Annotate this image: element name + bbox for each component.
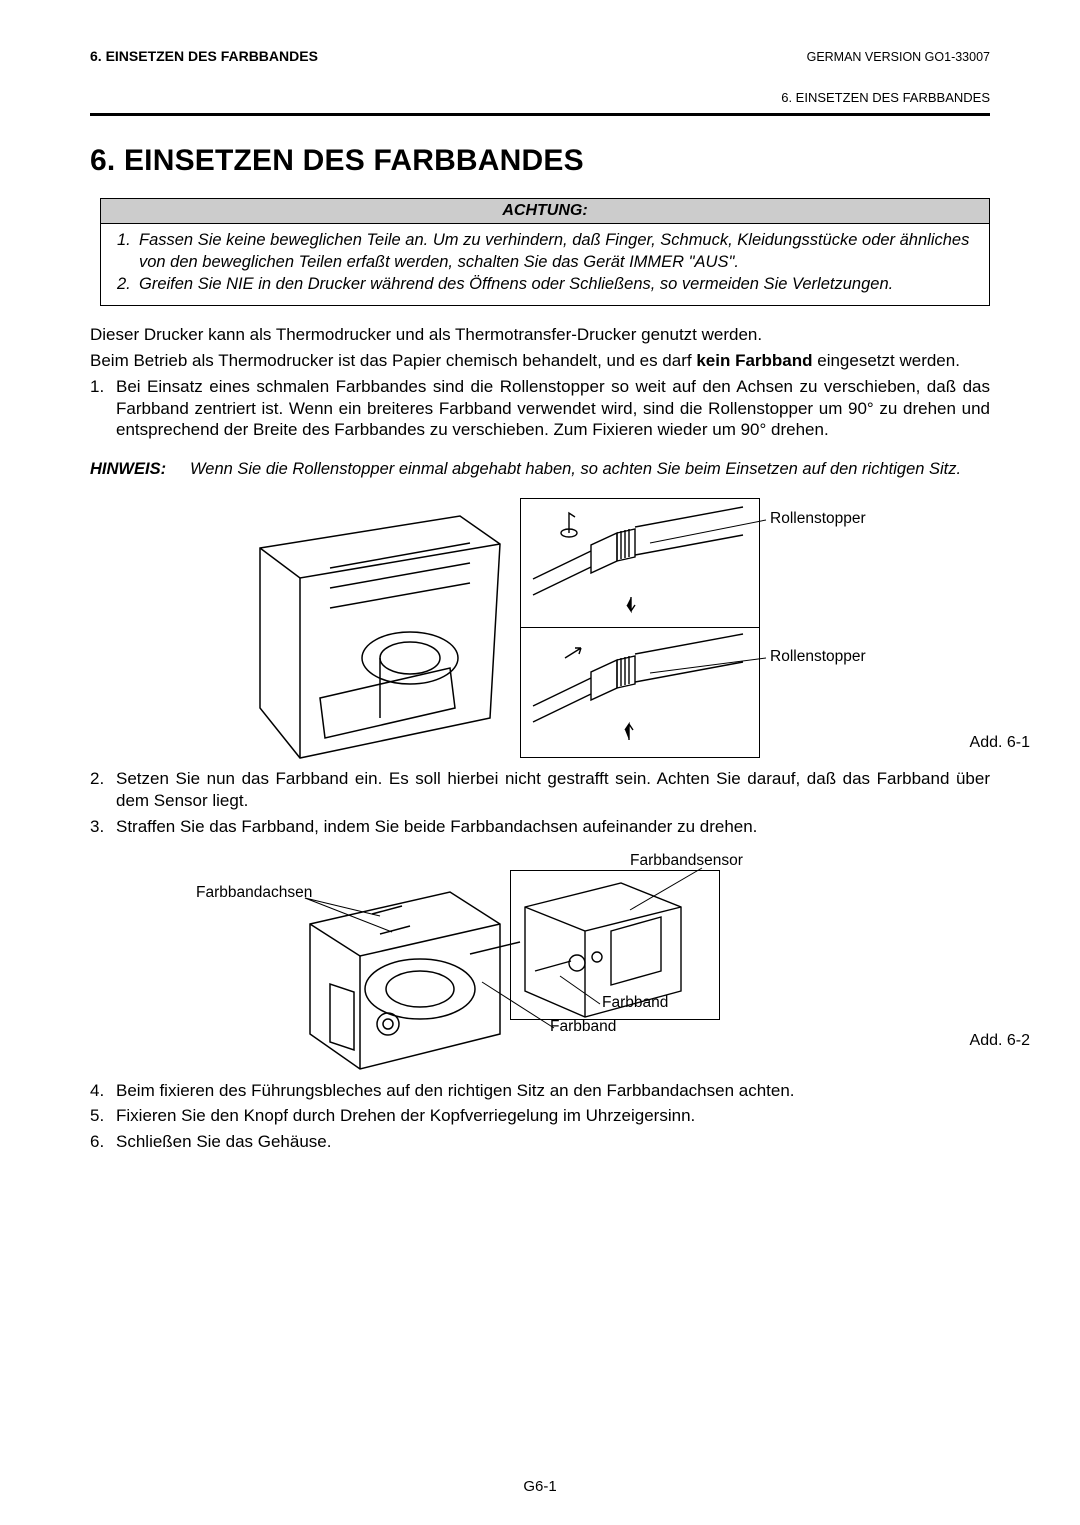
caution-box: ACHTUNG: 1. Fassen Sie keine beweglichen… <box>100 198 990 306</box>
intro-2b: kein Farbband <box>696 351 812 370</box>
figure-2-label-mid2: Farbband <box>550 1018 616 1036</box>
step-text: Bei Einsatz eines schmalen Farbbandes si… <box>116 376 990 441</box>
page-number: G6-1 <box>0 1478 1080 1495</box>
caution-item: 1. Fassen Sie keine beweglichen Teile an… <box>117 230 973 274</box>
intro-2c: eingesetzt werden. <box>813 351 960 370</box>
step-number: 2. <box>90 768 116 812</box>
hinweis-text: Wenn Sie die Rollenstopper einmal abgeha… <box>190 459 990 480</box>
caution-item-text: Greifen Sie NIE in den Drucker während d… <box>139 274 973 296</box>
hinweis: HINWEIS: Wenn Sie die Rollenstopper einm… <box>90 459 990 480</box>
figure-2-label-mid1: Farbband <box>602 994 668 1012</box>
step-6: 6. Schließen Sie das Gehäuse. <box>90 1131 990 1153</box>
page-header: 6. EINSETZEN DES FARBBANDES GERMAN VERSI… <box>90 48 990 64</box>
caution-body: 1. Fassen Sie keine beweglichen Teile an… <box>101 224 989 305</box>
intro-paragraph-2: Beim Betrieb als Thermodrucker ist das P… <box>90 350 990 372</box>
step-number: 5. <box>90 1105 116 1127</box>
step-4: 4. Beim fixieren des Führungsbleches auf… <box>90 1080 990 1102</box>
step-number: 1. <box>90 376 116 441</box>
step-number: 3. <box>90 816 116 838</box>
step-number: 4. <box>90 1080 116 1102</box>
step-text: Beim fixieren des Führungsbleches auf de… <box>116 1080 990 1102</box>
figure-2-caption: Add. 6-2 <box>970 1032 1030 1050</box>
hinweis-label: HINWEIS: <box>90 459 190 480</box>
step-1: 1. Bei Einsatz eines schmalen Farbbandes… <box>90 376 990 441</box>
figure-1-leaders <box>90 498 990 760</box>
figure-1-label-bottom: Rollenstopper <box>770 648 866 666</box>
caution-heading: ACHTUNG: <box>101 199 989 224</box>
figure-2-label-topright: Farbbandsensor <box>630 852 743 870</box>
caution-item-number: 2. <box>117 274 139 296</box>
figure-1: Rollenstopper Rollenstopper Add. 6-1 <box>90 498 990 760</box>
step-2: 2. Setzen Sie nun das Farbband ein. Es s… <box>90 768 990 812</box>
step-text: Straffen Sie das Farbband, indem Sie bei… <box>116 816 990 838</box>
step-text: Schließen Sie das Gehäuse. <box>116 1131 990 1153</box>
step-3: 3. Straffen Sie das Farbband, indem Sie … <box>90 816 990 838</box>
header-left: 6. EINSETZEN DES FARBBANDES <box>90 48 318 64</box>
page-title: 6. EINSETZEN DES FARBBANDES <box>90 144 990 178</box>
figure-1-caption: Add. 6-1 <box>970 734 1030 752</box>
step-number: 6. <box>90 1131 116 1153</box>
header-rule <box>90 113 990 116</box>
step-5: 5. Fixieren Sie den Knopf durch Drehen d… <box>90 1105 990 1127</box>
step-text: Setzen Sie nun das Farbband ein. Es soll… <box>116 768 990 812</box>
step-text: Fixieren Sie den Knopf durch Drehen der … <box>116 1105 990 1127</box>
caution-item-number: 1. <box>117 230 139 274</box>
intro-2a: Beim Betrieb als Thermodrucker ist das P… <box>90 351 696 370</box>
figure-2-label-left: Farbbandachsen <box>196 884 312 902</box>
intro-paragraph-1: Dieser Drucker kann als Thermodrucker un… <box>90 324 990 346</box>
header-right: GERMAN VERSION GO1-33007 <box>807 50 990 64</box>
figure-2: Farbbandachsen Farbbandsensor Farbband F… <box>90 852 990 1070</box>
header-sub: 6. EINSETZEN DES FARBBANDES <box>90 90 990 105</box>
caution-item: 2. Greifen Sie NIE in den Drucker währen… <box>117 274 973 296</box>
caution-item-text: Fassen Sie keine beweglichen Teile an. U… <box>139 230 973 274</box>
figure-1-label-top: Rollenstopper <box>770 510 866 528</box>
